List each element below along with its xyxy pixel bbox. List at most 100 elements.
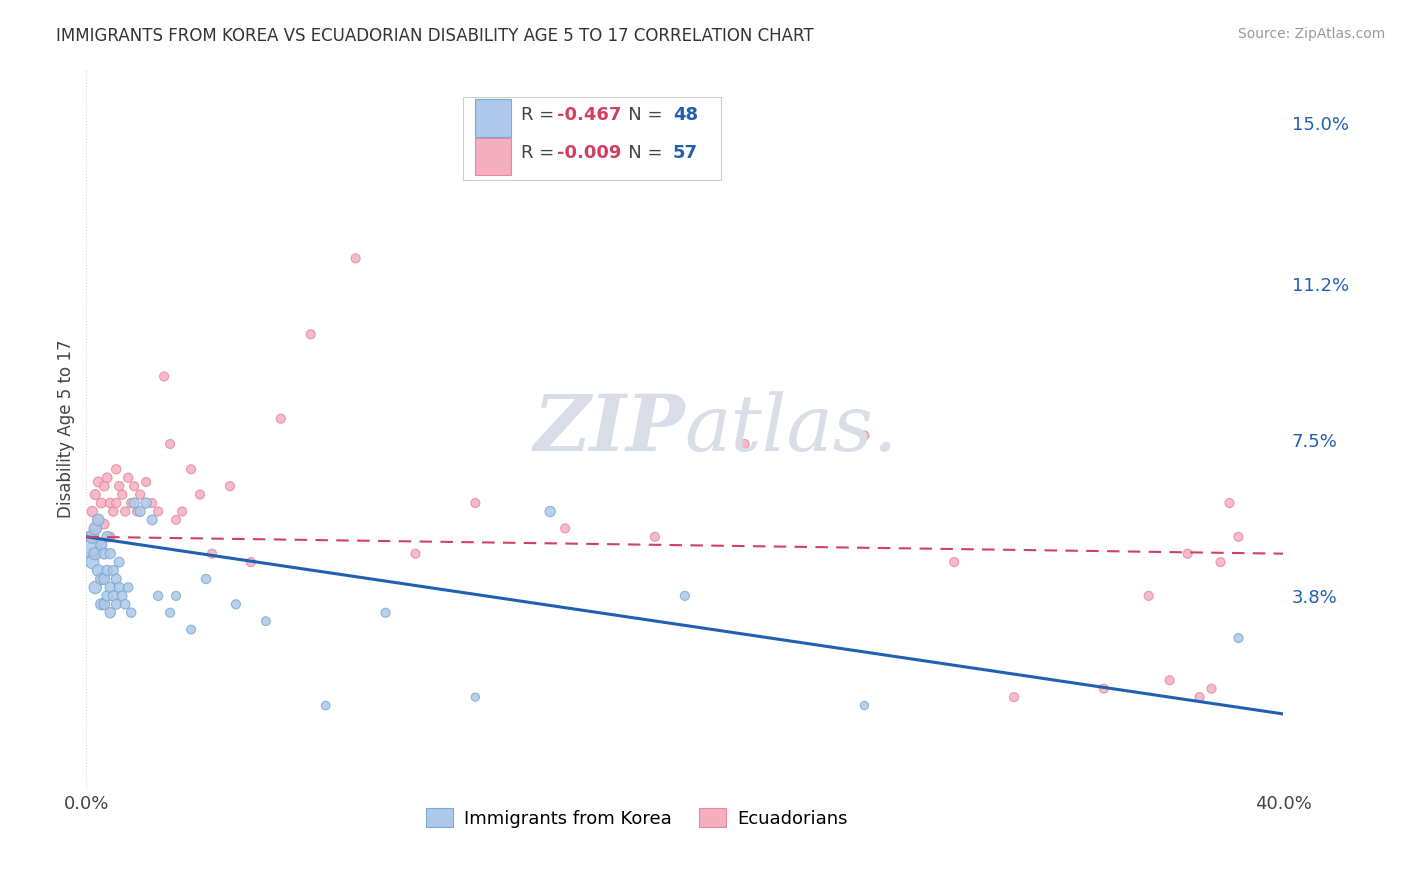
Point [195, 572, 218, 586]
Point [87, 564, 110, 578]
Point [93, 517, 115, 532]
Point [129, 487, 152, 501]
Point [315, 698, 337, 713]
Point [117, 471, 139, 485]
Point [111, 487, 134, 501]
Point [79, 538, 101, 552]
Point [538, 504, 561, 518]
Point [853, 698, 876, 713]
Point [225, 597, 247, 611]
Point [1177, 547, 1199, 561]
Point [96, 530, 118, 544]
Text: Source: ZipAtlas.com: Source: ZipAtlas.com [1237, 27, 1385, 41]
Text: R =: R = [520, 145, 560, 162]
Y-axis label: Disability Age 5 to 17: Disability Age 5 to 17 [58, 340, 75, 518]
Point [103, 589, 125, 603]
Point [108, 555, 131, 569]
Point [90, 597, 112, 611]
Text: 48: 48 [673, 106, 697, 124]
Text: -0.467: -0.467 [557, 106, 621, 124]
Point [1188, 690, 1211, 705]
Point [114, 504, 136, 518]
Point [117, 581, 139, 595]
Point [135, 496, 157, 510]
Point [98, 547, 121, 561]
Text: R =: R = [520, 106, 560, 124]
Point [141, 513, 163, 527]
Text: ZIP: ZIP [533, 391, 685, 467]
Point [464, 690, 486, 705]
Point [84, 487, 107, 501]
Point [180, 623, 202, 637]
Point [114, 597, 136, 611]
Point [554, 521, 576, 535]
Point [120, 496, 142, 510]
Point [299, 327, 322, 342]
FancyBboxPatch shape [464, 97, 721, 180]
Text: N =: N = [610, 106, 668, 124]
Point [1227, 631, 1250, 645]
Point [96, 471, 118, 485]
Text: 57: 57 [673, 145, 697, 162]
Point [84, 521, 107, 535]
Point [344, 252, 367, 266]
Point [93, 479, 115, 493]
Point [82, 504, 104, 518]
Text: IMMIGRANTS FROM KOREA VS ECUADORIAN DISABILITY AGE 5 TO 17 CORRELATION CHART: IMMIGRANTS FROM KOREA VS ECUADORIAN DISA… [56, 27, 814, 45]
Point [146, 504, 169, 518]
Point [943, 555, 966, 569]
Point [270, 411, 292, 425]
Point [82, 555, 104, 569]
Point [254, 614, 277, 628]
Point [165, 589, 187, 603]
Point [405, 547, 427, 561]
Point [1092, 681, 1115, 696]
Point [93, 547, 115, 561]
Point [1209, 555, 1232, 569]
Point [120, 606, 142, 620]
Point [98, 530, 121, 544]
Point [122, 479, 145, 493]
Point [180, 462, 202, 476]
Point [105, 496, 128, 510]
Point [98, 581, 121, 595]
Point [1218, 496, 1240, 510]
Point [188, 487, 211, 501]
Point [135, 475, 157, 489]
Point [1159, 673, 1181, 688]
Point [153, 369, 176, 384]
Point [84, 521, 107, 535]
Point [105, 462, 128, 476]
Point [1201, 681, 1223, 696]
Point [170, 504, 193, 518]
Point [105, 597, 128, 611]
Point [239, 555, 262, 569]
Point [464, 496, 486, 510]
Point [96, 564, 118, 578]
Point [108, 479, 131, 493]
Point [79, 530, 101, 544]
Text: atlas.: atlas. [685, 391, 898, 467]
Point [129, 504, 152, 518]
Point [111, 589, 134, 603]
Point [644, 530, 666, 544]
Point [87, 475, 110, 489]
Point [90, 538, 112, 552]
Point [96, 589, 118, 603]
Point [87, 513, 110, 527]
Point [1227, 530, 1250, 544]
Text: -0.009: -0.009 [557, 145, 621, 162]
FancyBboxPatch shape [475, 137, 512, 175]
Point [146, 589, 169, 603]
Point [98, 606, 121, 620]
FancyBboxPatch shape [475, 99, 512, 136]
Point [98, 496, 121, 510]
Point [103, 504, 125, 518]
Point [1002, 690, 1025, 705]
Point [90, 496, 112, 510]
Point [93, 597, 115, 611]
Point [673, 589, 696, 603]
Point [108, 581, 131, 595]
Point [853, 428, 876, 442]
Point [103, 564, 125, 578]
